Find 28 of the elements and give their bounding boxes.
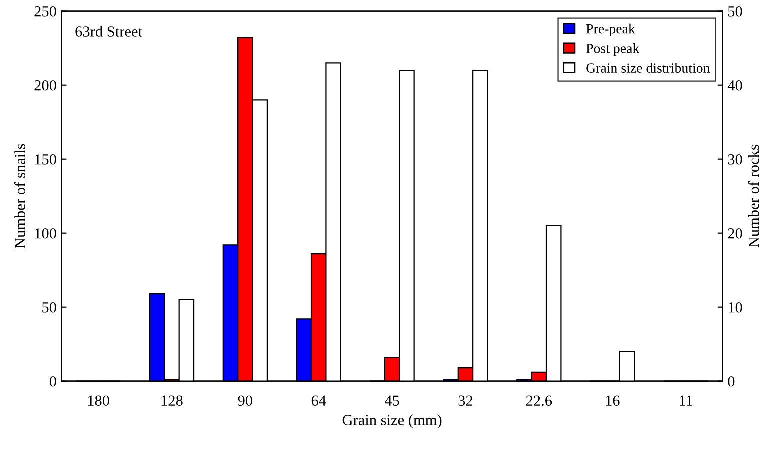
y2-tick-label: 20 bbox=[728, 228, 742, 239]
x-tick-label: 180 bbox=[88, 396, 110, 406]
y2-axis-title: Number of rocks bbox=[748, 145, 760, 248]
x-axis-title: Grain size (mm) bbox=[342, 414, 442, 429]
y2-tick-label: 50 bbox=[728, 6, 742, 17]
y2-tick-label: 40 bbox=[728, 80, 742, 91]
legend-label: Post peak bbox=[586, 44, 640, 56]
y-tick-label: 0 bbox=[50, 376, 56, 387]
x-tick-label: 22.6 bbox=[526, 396, 552, 406]
y2-tick-label: 10 bbox=[728, 302, 742, 313]
x-tick-label: 32 bbox=[458, 396, 473, 406]
x-tick-label: 16 bbox=[606, 396, 620, 406]
legend-label: Pre-peak bbox=[586, 24, 636, 37]
y2-tick-label: 30 bbox=[728, 154, 742, 165]
x-tick-label: 11 bbox=[680, 396, 692, 406]
y2-tick-label: 0 bbox=[728, 376, 735, 387]
y-tick-label: 100 bbox=[35, 228, 56, 239]
y-tick-label: 250 bbox=[34, 6, 56, 17]
x-tick-label: 45 bbox=[384, 396, 400, 406]
annotation: 63rd Street bbox=[76, 26, 142, 37]
x-tick-label: 64 bbox=[312, 396, 326, 406]
y-axis-title: Number of snails bbox=[14, 144, 26, 249]
x-tick-label: 128 bbox=[162, 396, 183, 406]
y-tick-label: 50 bbox=[42, 302, 56, 313]
x-tick-label: 90 bbox=[238, 396, 252, 406]
legend-label: Grain size distribution bbox=[586, 63, 710, 73]
y-tick-label: 150 bbox=[35, 154, 56, 165]
y-tick-label: 200 bbox=[34, 80, 56, 91]
